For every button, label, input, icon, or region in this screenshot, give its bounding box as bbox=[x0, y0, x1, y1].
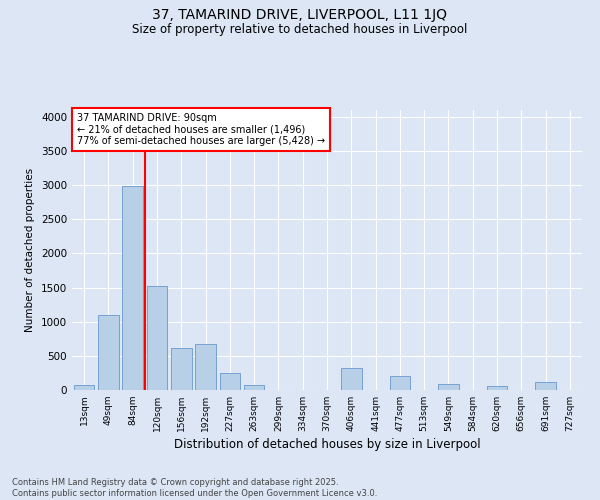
Bar bbox=[535, 382, 556, 390]
Text: 37, TAMARIND DRIVE, LIVERPOOL, L11 1JQ: 37, TAMARIND DRIVE, LIVERPOOL, L11 1JQ bbox=[152, 8, 448, 22]
Bar bbox=[74, 384, 94, 390]
Bar bbox=[122, 186, 143, 390]
Bar bbox=[146, 286, 167, 390]
Bar bbox=[341, 368, 362, 390]
Bar bbox=[438, 384, 459, 390]
Text: 37 TAMARIND DRIVE: 90sqm
← 21% of detached houses are smaller (1,496)
77% of sem: 37 TAMARIND DRIVE: 90sqm ← 21% of detach… bbox=[77, 113, 325, 146]
Text: Size of property relative to detached houses in Liverpool: Size of property relative to detached ho… bbox=[133, 22, 467, 36]
Bar bbox=[171, 348, 191, 390]
Bar bbox=[389, 376, 410, 390]
Bar bbox=[244, 384, 265, 390]
Bar bbox=[98, 315, 119, 390]
Bar bbox=[220, 373, 240, 390]
Bar bbox=[487, 386, 508, 390]
Text: Contains HM Land Registry data © Crown copyright and database right 2025.
Contai: Contains HM Land Registry data © Crown c… bbox=[12, 478, 377, 498]
Y-axis label: Number of detached properties: Number of detached properties bbox=[25, 168, 35, 332]
X-axis label: Distribution of detached houses by size in Liverpool: Distribution of detached houses by size … bbox=[173, 438, 481, 451]
Bar bbox=[195, 344, 216, 390]
